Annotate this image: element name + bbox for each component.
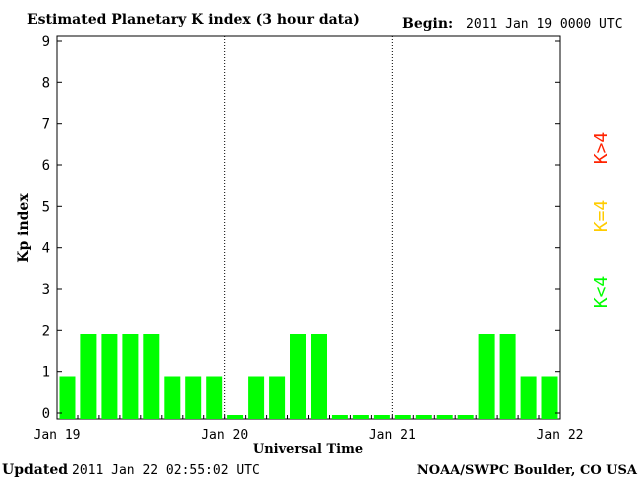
x-tick-label: Jan 21	[369, 428, 416, 443]
source-credit: NOAA/SWPC Boulder, CO USA	[417, 463, 638, 478]
kp-bar	[248, 376, 265, 419]
kp-bar	[499, 334, 516, 419]
kp-bar	[352, 415, 369, 419]
y-tick-label: 9	[42, 34, 50, 50]
y-tick-label: 8	[42, 75, 50, 91]
begin-value: 2011 Jan 19 0000 UTC	[466, 17, 623, 32]
y-tick-label: 0	[42, 406, 50, 422]
legend-mid: K=4	[591, 200, 612, 233]
kp-bar	[122, 334, 139, 419]
updated-label: Updated	[2, 462, 68, 478]
y-tick-label: 7	[42, 117, 50, 133]
x-tick-label: Jan 20	[201, 428, 248, 443]
y-tick-label: 4	[42, 241, 50, 257]
kp-bar	[415, 415, 432, 419]
kp-bar	[331, 415, 348, 419]
x-tick-label: Jan 22	[537, 428, 584, 443]
kp-bar	[394, 415, 411, 419]
chart-title: Estimated Planetary K index (3 hour data…	[27, 12, 360, 28]
y-tick-label: 2	[42, 323, 50, 339]
kp-bar	[541, 376, 558, 419]
begin-label: Begin:	[402, 16, 453, 32]
kp-bar	[478, 334, 495, 419]
kp-bar	[290, 334, 306, 419]
y-tick-label: 6	[42, 158, 50, 174]
kp-bar	[164, 376, 181, 419]
x-axis: Jan 19 Jan 20 Jan 21 Jan 22	[34, 415, 584, 443]
bar-series	[59, 334, 558, 419]
x-tick-label: Jan 19	[34, 428, 81, 443]
kp-bar	[227, 415, 244, 419]
day-separators	[224, 36, 393, 419]
kp-bar	[269, 376, 286, 419]
x-axis-label: Universal Time	[253, 442, 363, 457]
kp-bar	[373, 415, 390, 419]
kp-bar	[185, 376, 202, 419]
y-tick-label: 5	[42, 199, 50, 215]
kp-bar	[80, 334, 97, 419]
kp-bar	[101, 334, 118, 419]
y-axis-label: Kp index	[16, 193, 32, 263]
kp-bar	[520, 376, 537, 419]
updated-value: 2011 Jan 22 02:55:02 UTC	[72, 463, 260, 478]
y-tick-label: 1	[42, 365, 50, 381]
legend-low: K<4	[591, 276, 612, 309]
plot-area	[56, 35, 561, 420]
kp-bar	[206, 376, 223, 419]
kp-bar	[436, 415, 453, 419]
y-axis: 0 1 2 3 4 5 6 7 8 9	[42, 34, 560, 422]
legend-high: K>4	[591, 132, 612, 165]
kp-bar	[457, 415, 474, 419]
kp-bar	[59, 376, 76, 419]
kp-bar	[311, 334, 327, 419]
y-tick-label: 3	[42, 282, 50, 298]
kp-bar	[143, 334, 160, 419]
